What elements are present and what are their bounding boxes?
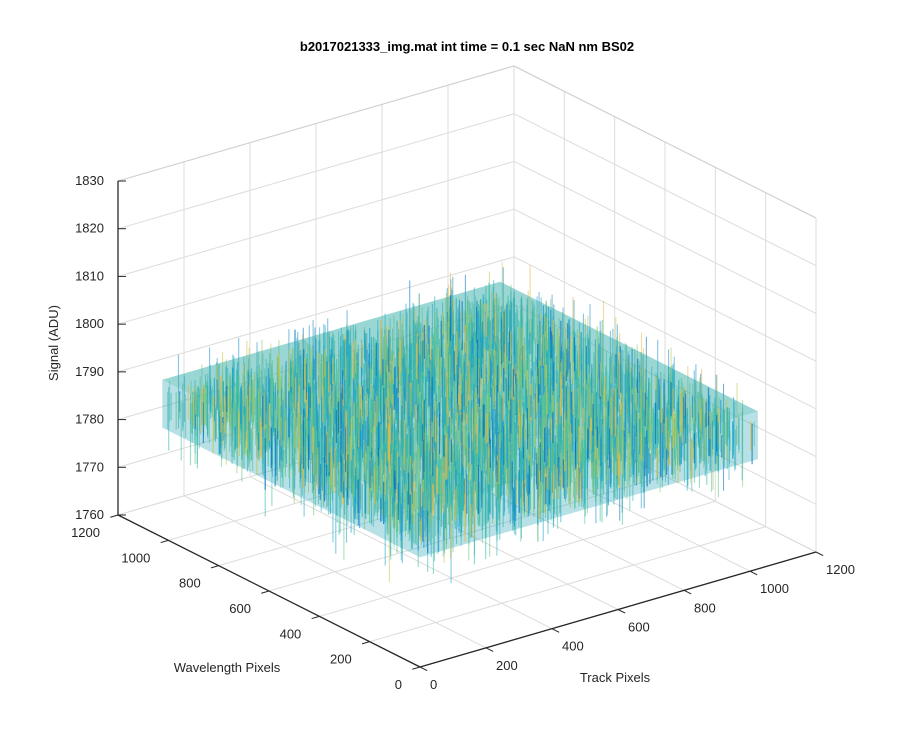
y-tick <box>311 615 320 620</box>
grid-line-wall-z <box>117 160 515 277</box>
x-tick-label: 600 <box>628 620 650 635</box>
y-axis-label: Wavelength Pixels <box>174 660 281 675</box>
x-tick <box>683 589 692 595</box>
chart-title: b2017021333_img.mat int time = 0.1 sec N… <box>300 39 634 54</box>
grid-line-floor-y <box>319 500 716 617</box>
x-tick <box>749 570 758 576</box>
grid-line-floor-y <box>369 526 766 643</box>
z-axis-label: Signal (ADU) <box>46 305 61 381</box>
z-tick-label: 1790 <box>75 364 104 379</box>
z-tick-label: 1800 <box>75 316 104 331</box>
y-tick <box>361 641 370 645</box>
z-tick-label: 1770 <box>75 459 104 474</box>
y-tick <box>261 590 270 594</box>
surface <box>162 262 758 584</box>
y-tick-label: 800 <box>179 576 201 591</box>
x-tick-label: 400 <box>562 639 584 654</box>
y-tick <box>210 565 219 569</box>
x-tick-label: 0 <box>430 677 437 692</box>
x-tick-label: 1200 <box>826 562 855 577</box>
y-tick-label: 1000 <box>121 550 150 565</box>
tick-marks <box>110 180 824 672</box>
x-tick <box>419 666 428 672</box>
box-edge-top-side <box>513 65 817 219</box>
x-tick <box>551 628 560 633</box>
grid-line-floor-y <box>268 475 666 592</box>
z-tick-label: 1820 <box>75 221 104 236</box>
grid-line-side-z <box>513 256 817 410</box>
x-tick <box>485 647 494 652</box>
grid-line-wall-z <box>117 208 515 325</box>
grid-line-wall-z <box>117 256 515 373</box>
box-edge-top-back <box>117 65 515 182</box>
z-tick-label: 1830 <box>75 173 104 188</box>
x-axis-label: Track Pixels <box>580 670 651 685</box>
x-tick <box>815 551 824 557</box>
x-tick <box>617 609 626 614</box>
y-tick-label: 200 <box>330 652 352 667</box>
z-tick-label: 1760 <box>75 507 104 522</box>
x-tick-label: 200 <box>496 658 518 673</box>
y-tick <box>412 666 421 670</box>
x-tick-label: 1000 <box>760 581 789 596</box>
y-tick-label: 1200 <box>71 525 100 540</box>
tick-labels: 0 200 400 600 800 1000 1200 0 200 400 600 800 1000 12… <box>71 173 855 692</box>
x-tick-label: 800 <box>694 600 716 615</box>
y-tick-label: 400 <box>280 626 302 641</box>
y-tick <box>160 539 169 544</box>
grid-line-wall-z <box>117 113 515 230</box>
y-tick-label: 0 <box>395 677 402 692</box>
grid-line-side-z <box>513 113 817 267</box>
y-tick <box>110 514 119 518</box>
grid-line-side-z <box>513 160 817 314</box>
z-tick-label: 1780 <box>75 412 104 427</box>
y-tick-label: 600 <box>229 601 251 616</box>
grid-line-side-z <box>513 208 817 362</box>
z-tick-label: 1810 <box>75 268 104 283</box>
